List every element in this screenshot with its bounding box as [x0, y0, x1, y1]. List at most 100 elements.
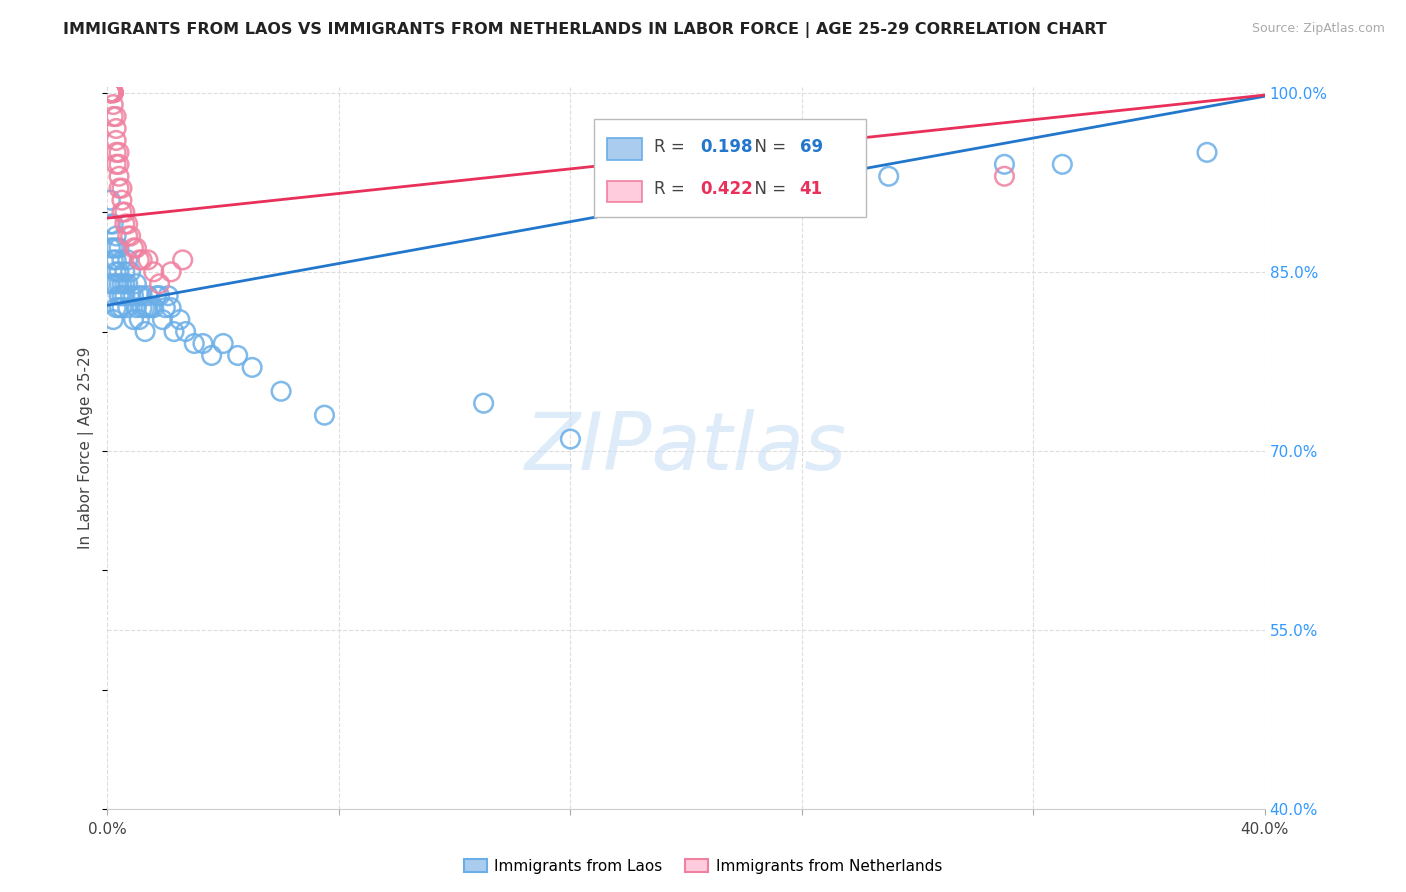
Point: [105, 229, 128, 244]
Point: [103, 97, 125, 112]
Point: [117, 301, 139, 315]
FancyBboxPatch shape: [607, 138, 643, 160]
Point: [103, 252, 125, 267]
Text: 41: 41: [800, 180, 823, 198]
Point: [105, 252, 128, 267]
Point: [105, 121, 128, 136]
Point: [117, 217, 139, 231]
Point: [1052, 157, 1074, 171]
Point: [108, 181, 131, 195]
Text: ZIPatlas: ZIPatlas: [524, 409, 848, 487]
Point: [172, 252, 194, 267]
FancyBboxPatch shape: [593, 120, 866, 217]
Point: [157, 289, 180, 303]
Point: [877, 169, 900, 184]
Point: [131, 301, 153, 315]
Point: [108, 301, 131, 315]
Point: [136, 252, 159, 267]
Point: [120, 265, 142, 279]
Point: [122, 289, 145, 303]
Point: [212, 336, 235, 351]
Point: [114, 217, 136, 231]
Point: [103, 312, 125, 326]
Point: [105, 265, 128, 279]
Point: [111, 193, 134, 207]
Point: [117, 277, 139, 291]
Point: [111, 181, 134, 195]
Point: [108, 157, 131, 171]
Point: [128, 312, 150, 326]
Point: [108, 277, 131, 291]
Text: IMMIGRANTS FROM LAOS VS IMMIGRANTS FROM NETHERLANDS IN LABOR FORCE | AGE 25-29 C: IMMIGRANTS FROM LAOS VS IMMIGRANTS FROM …: [63, 22, 1107, 38]
Point: [240, 360, 263, 375]
Point: [125, 301, 148, 315]
Point: [98, 86, 121, 100]
Point: [1195, 145, 1218, 160]
FancyBboxPatch shape: [607, 181, 643, 202]
Point: [103, 217, 125, 231]
Point: [993, 157, 1015, 171]
Point: [103, 110, 125, 124]
Point: [98, 86, 121, 100]
Point: [98, 217, 121, 231]
Point: [98, 86, 121, 100]
Point: [111, 205, 134, 219]
Text: R =: R =: [654, 180, 690, 198]
Point: [148, 277, 170, 291]
Point: [125, 241, 148, 255]
Point: [114, 265, 136, 279]
Y-axis label: In Labor Force | Age 25-29: In Labor Force | Age 25-29: [79, 347, 94, 549]
Point: [98, 86, 121, 100]
Point: [103, 86, 125, 100]
Point: [105, 277, 128, 291]
Point: [98, 277, 121, 291]
Point: [105, 133, 128, 147]
Point: [134, 301, 156, 315]
Point: [98, 86, 121, 100]
Point: [125, 277, 148, 291]
Point: [114, 289, 136, 303]
Point: [103, 86, 125, 100]
Point: [560, 432, 582, 446]
Point: [155, 301, 177, 315]
Point: [472, 396, 495, 410]
Point: [111, 252, 134, 267]
Text: R =: R =: [654, 137, 690, 155]
Point: [142, 265, 165, 279]
Point: [105, 110, 128, 124]
Point: [160, 265, 183, 279]
Text: 69: 69: [800, 137, 823, 155]
Point: [111, 289, 134, 303]
Point: [314, 408, 336, 422]
Point: [131, 252, 153, 267]
Point: [108, 169, 131, 184]
Point: [105, 145, 128, 160]
Point: [128, 289, 150, 303]
Point: [98, 86, 121, 100]
Point: [148, 289, 170, 303]
Point: [142, 301, 165, 315]
Text: N =: N =: [744, 180, 792, 198]
Point: [111, 301, 134, 315]
Point: [98, 241, 121, 255]
Point: [108, 145, 131, 160]
Point: [117, 229, 139, 244]
Point: [993, 169, 1015, 184]
Point: [174, 325, 197, 339]
Point: [122, 312, 145, 326]
Point: [105, 241, 128, 255]
Point: [120, 229, 142, 244]
Text: 0.422: 0.422: [700, 180, 752, 198]
Point: [103, 277, 125, 291]
Point: [108, 289, 131, 303]
Point: [201, 348, 224, 362]
Legend: Immigrants from Laos, Immigrants from Netherlands: Immigrants from Laos, Immigrants from Ne…: [457, 853, 949, 880]
Point: [160, 301, 183, 315]
Point: [152, 312, 174, 326]
Point: [183, 336, 205, 351]
Point: [191, 336, 214, 351]
Point: [169, 312, 191, 326]
Point: [103, 86, 125, 100]
Point: [117, 252, 139, 267]
Point: [108, 241, 131, 255]
